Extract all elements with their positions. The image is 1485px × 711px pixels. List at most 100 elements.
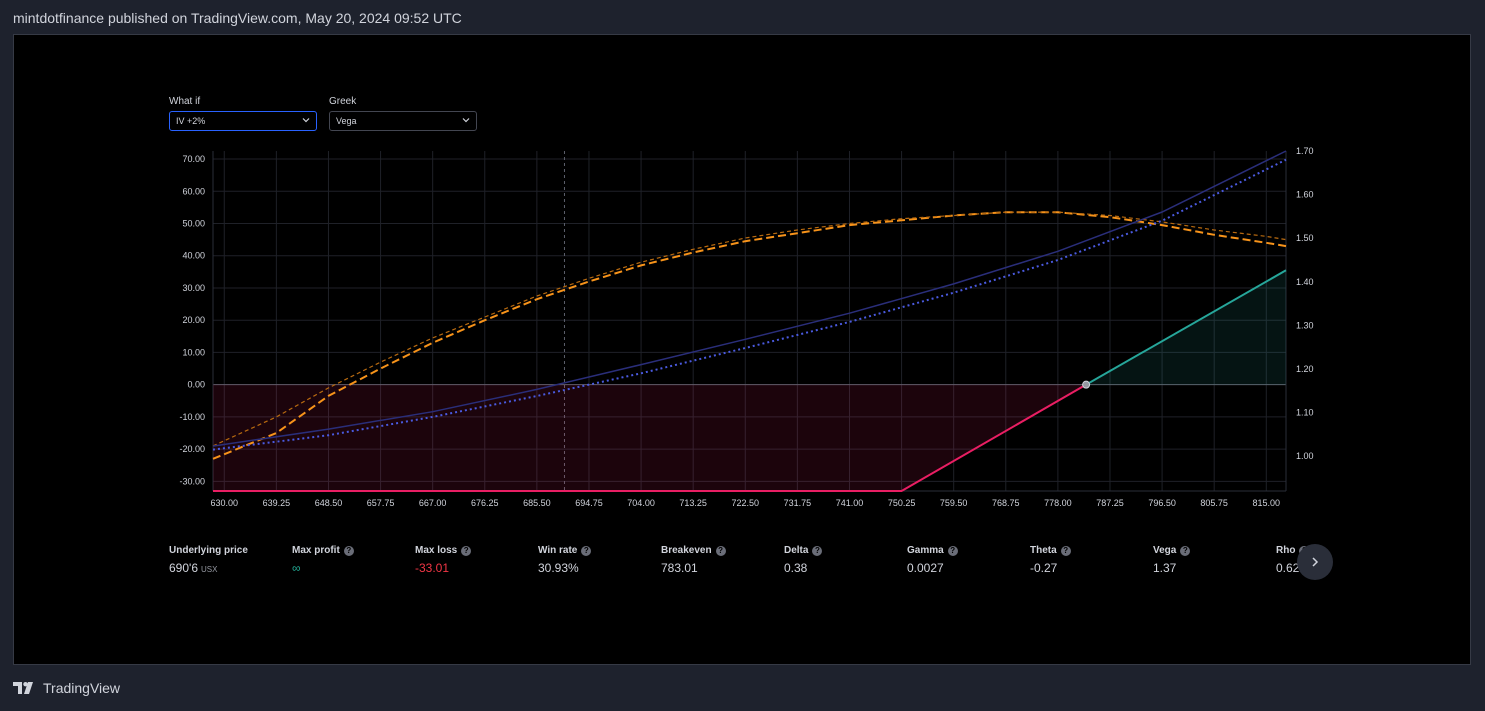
- stat-underlying-price: Underlying price 690'6 USX: [169, 545, 248, 575]
- stat-value: ∞: [292, 561, 301, 575]
- stat-label-text: Gamma: [907, 545, 944, 556]
- x-tick-label: 768.75: [992, 498, 1020, 508]
- help-icon[interactable]: ?: [1060, 545, 1071, 556]
- stat-label-text: Breakeven: [661, 545, 712, 556]
- chevron-down-icon: [462, 118, 470, 123]
- x-tick-label: 778.00: [1044, 498, 1072, 508]
- x-tick-label: 648.50: [315, 498, 343, 508]
- help-icon[interactable]: ?: [715, 545, 726, 556]
- series-line-dashed: [212, 211, 1287, 460]
- stat-label-text: Delta: [784, 545, 809, 556]
- stat-value: -33.01: [415, 561, 450, 575]
- x-tick-label: 630.00: [210, 498, 238, 508]
- what-if-label: What if: [169, 96, 201, 107]
- y-right-tick-label: 1.40: [1296, 277, 1314, 287]
- y-right-tick-label: 1.50: [1296, 233, 1314, 243]
- stat-label: Delta?: [784, 545, 823, 556]
- stat-breakeven: Breakeven? 783.01: [661, 545, 726, 575]
- stat-label: Underlying price: [169, 545, 248, 556]
- y-right-tick-label: 1.20: [1296, 364, 1314, 374]
- greek-label: Greek: [329, 96, 357, 107]
- x-tick-label: 815.00: [1253, 498, 1281, 508]
- stat-label-text: Max profit: [292, 545, 340, 556]
- payoff-chart[interactable]: 630.00 639.25 648.50 657.75 667.00 676.25 685.…: [14, 35, 1470, 535]
- stat-label-text: Rho: [1276, 545, 1296, 556]
- series-line-dotted: [212, 158, 1287, 451]
- chart-frame: What if IV +2% Greek Vega 630.00 639.25 64…: [13, 34, 1471, 665]
- x-tick-label: 704.00: [627, 498, 655, 508]
- x-tick-label: 805.75: [1200, 498, 1228, 508]
- what-if-value: IV +2%: [176, 116, 206, 126]
- stat-label: Theta?: [1030, 545, 1071, 556]
- stat-label-text: Underlying price: [169, 545, 248, 556]
- y-left-tick-label: -20.00: [179, 444, 205, 454]
- x-tick-label: 713.25: [679, 498, 707, 508]
- x-tick-label: 639.25: [263, 498, 291, 508]
- help-icon[interactable]: ?: [812, 545, 823, 556]
- x-tick-label: 694.75: [575, 498, 603, 508]
- footer-brand[interactable]: TradingView: [43, 680, 121, 696]
- stat-value: 783.01: [661, 561, 698, 575]
- x-tick-label: 657.75: [367, 498, 395, 508]
- series-line-solid-thin: [212, 150, 1287, 447]
- x-tick-label: 722.50: [732, 498, 760, 508]
- y-right-tick-label: 1.60: [1296, 190, 1314, 200]
- x-tick-label: 796.50: [1148, 498, 1176, 508]
- stat-delta: Delta? 0.38: [784, 545, 823, 575]
- breakeven-marker: [1082, 380, 1091, 389]
- x-tick-label: 667.00: [419, 498, 447, 508]
- greek-value: Vega: [336, 116, 357, 126]
- stats-bar: Underlying price 690'6 USX Max profit? ∞ Max …: [169, 545, 1349, 585]
- x-tick-label: 759.50: [940, 498, 968, 508]
- loss-area: [213, 384, 1087, 492]
- y-right-tick-label: 1.70: [1296, 146, 1314, 156]
- stat-label: Vega?: [1153, 545, 1191, 556]
- payoff-line-loss: [213, 383, 1087, 493]
- stat-value: -0.27: [1030, 561, 1058, 575]
- x-tick-label: 741.00: [836, 498, 864, 508]
- y-left-tick-label: 0.00: [187, 380, 205, 390]
- x-tick-label: 750.25: [888, 498, 916, 508]
- help-icon[interactable]: ?: [581, 545, 592, 556]
- stat-value: 0.62: [1276, 561, 1300, 575]
- stat-theta: Theta? -0.27: [1030, 545, 1071, 575]
- stat-max-profit: Max profit? ∞: [292, 545, 354, 575]
- stat-win-rate: Win rate? 30.93%: [538, 545, 592, 575]
- stat-value: 690'6 USX: [169, 561, 218, 575]
- chevron-down-icon: [302, 118, 310, 123]
- stat-label-text: Win rate: [538, 545, 578, 556]
- stat-label: Max loss?: [415, 545, 472, 556]
- stat-label: Breakeven?: [661, 545, 726, 556]
- y-left-tick-label: 60.00: [182, 186, 205, 196]
- greek-select[interactable]: Vega: [329, 111, 477, 131]
- stat-vega: Vega? 1.37: [1153, 545, 1191, 575]
- help-icon[interactable]: ?: [947, 545, 958, 556]
- y-left-tick-label: -30.00: [179, 476, 205, 486]
- stat-value: 1.37: [1153, 561, 1177, 575]
- stat-unit: USX: [201, 565, 218, 574]
- stat-gamma: Gamma? 0.0027: [907, 545, 958, 575]
- y-left-tick-label: 30.00: [182, 283, 205, 293]
- x-tick-label: 787.25: [1096, 498, 1124, 508]
- footer: TradingView: [13, 680, 120, 696]
- y-right-tick-label: 1.30: [1296, 320, 1314, 330]
- y-left-tick-label: 70.00: [182, 154, 205, 164]
- stat-label-text: Theta: [1030, 545, 1057, 556]
- y-left-tick-label: -10.00: [179, 412, 205, 422]
- next-stats-button[interactable]: [1297, 544, 1333, 580]
- chevron-right-icon: [1312, 557, 1319, 567]
- stat-label-text: Max loss: [415, 545, 458, 556]
- stat-max-loss: Max loss? -33.01: [415, 545, 472, 575]
- stat-value: 30.93%: [538, 561, 579, 575]
- y-right-tick-label: 1.10: [1296, 408, 1314, 418]
- help-icon[interactable]: ?: [1180, 545, 1191, 556]
- publish-info: mintdotfinance published on TradingView.…: [13, 10, 462, 26]
- help-icon[interactable]: ?: [343, 545, 354, 556]
- what-if-select[interactable]: IV +2%: [169, 111, 317, 131]
- tradingview-logo-icon[interactable]: [13, 681, 37, 695]
- help-icon[interactable]: ?: [461, 545, 472, 556]
- stat-label: Max profit?: [292, 545, 354, 556]
- y-left-tick-label: 40.00: [182, 251, 205, 261]
- stat-value: 0.38: [784, 561, 808, 575]
- stat-label: Gamma?: [907, 545, 958, 556]
